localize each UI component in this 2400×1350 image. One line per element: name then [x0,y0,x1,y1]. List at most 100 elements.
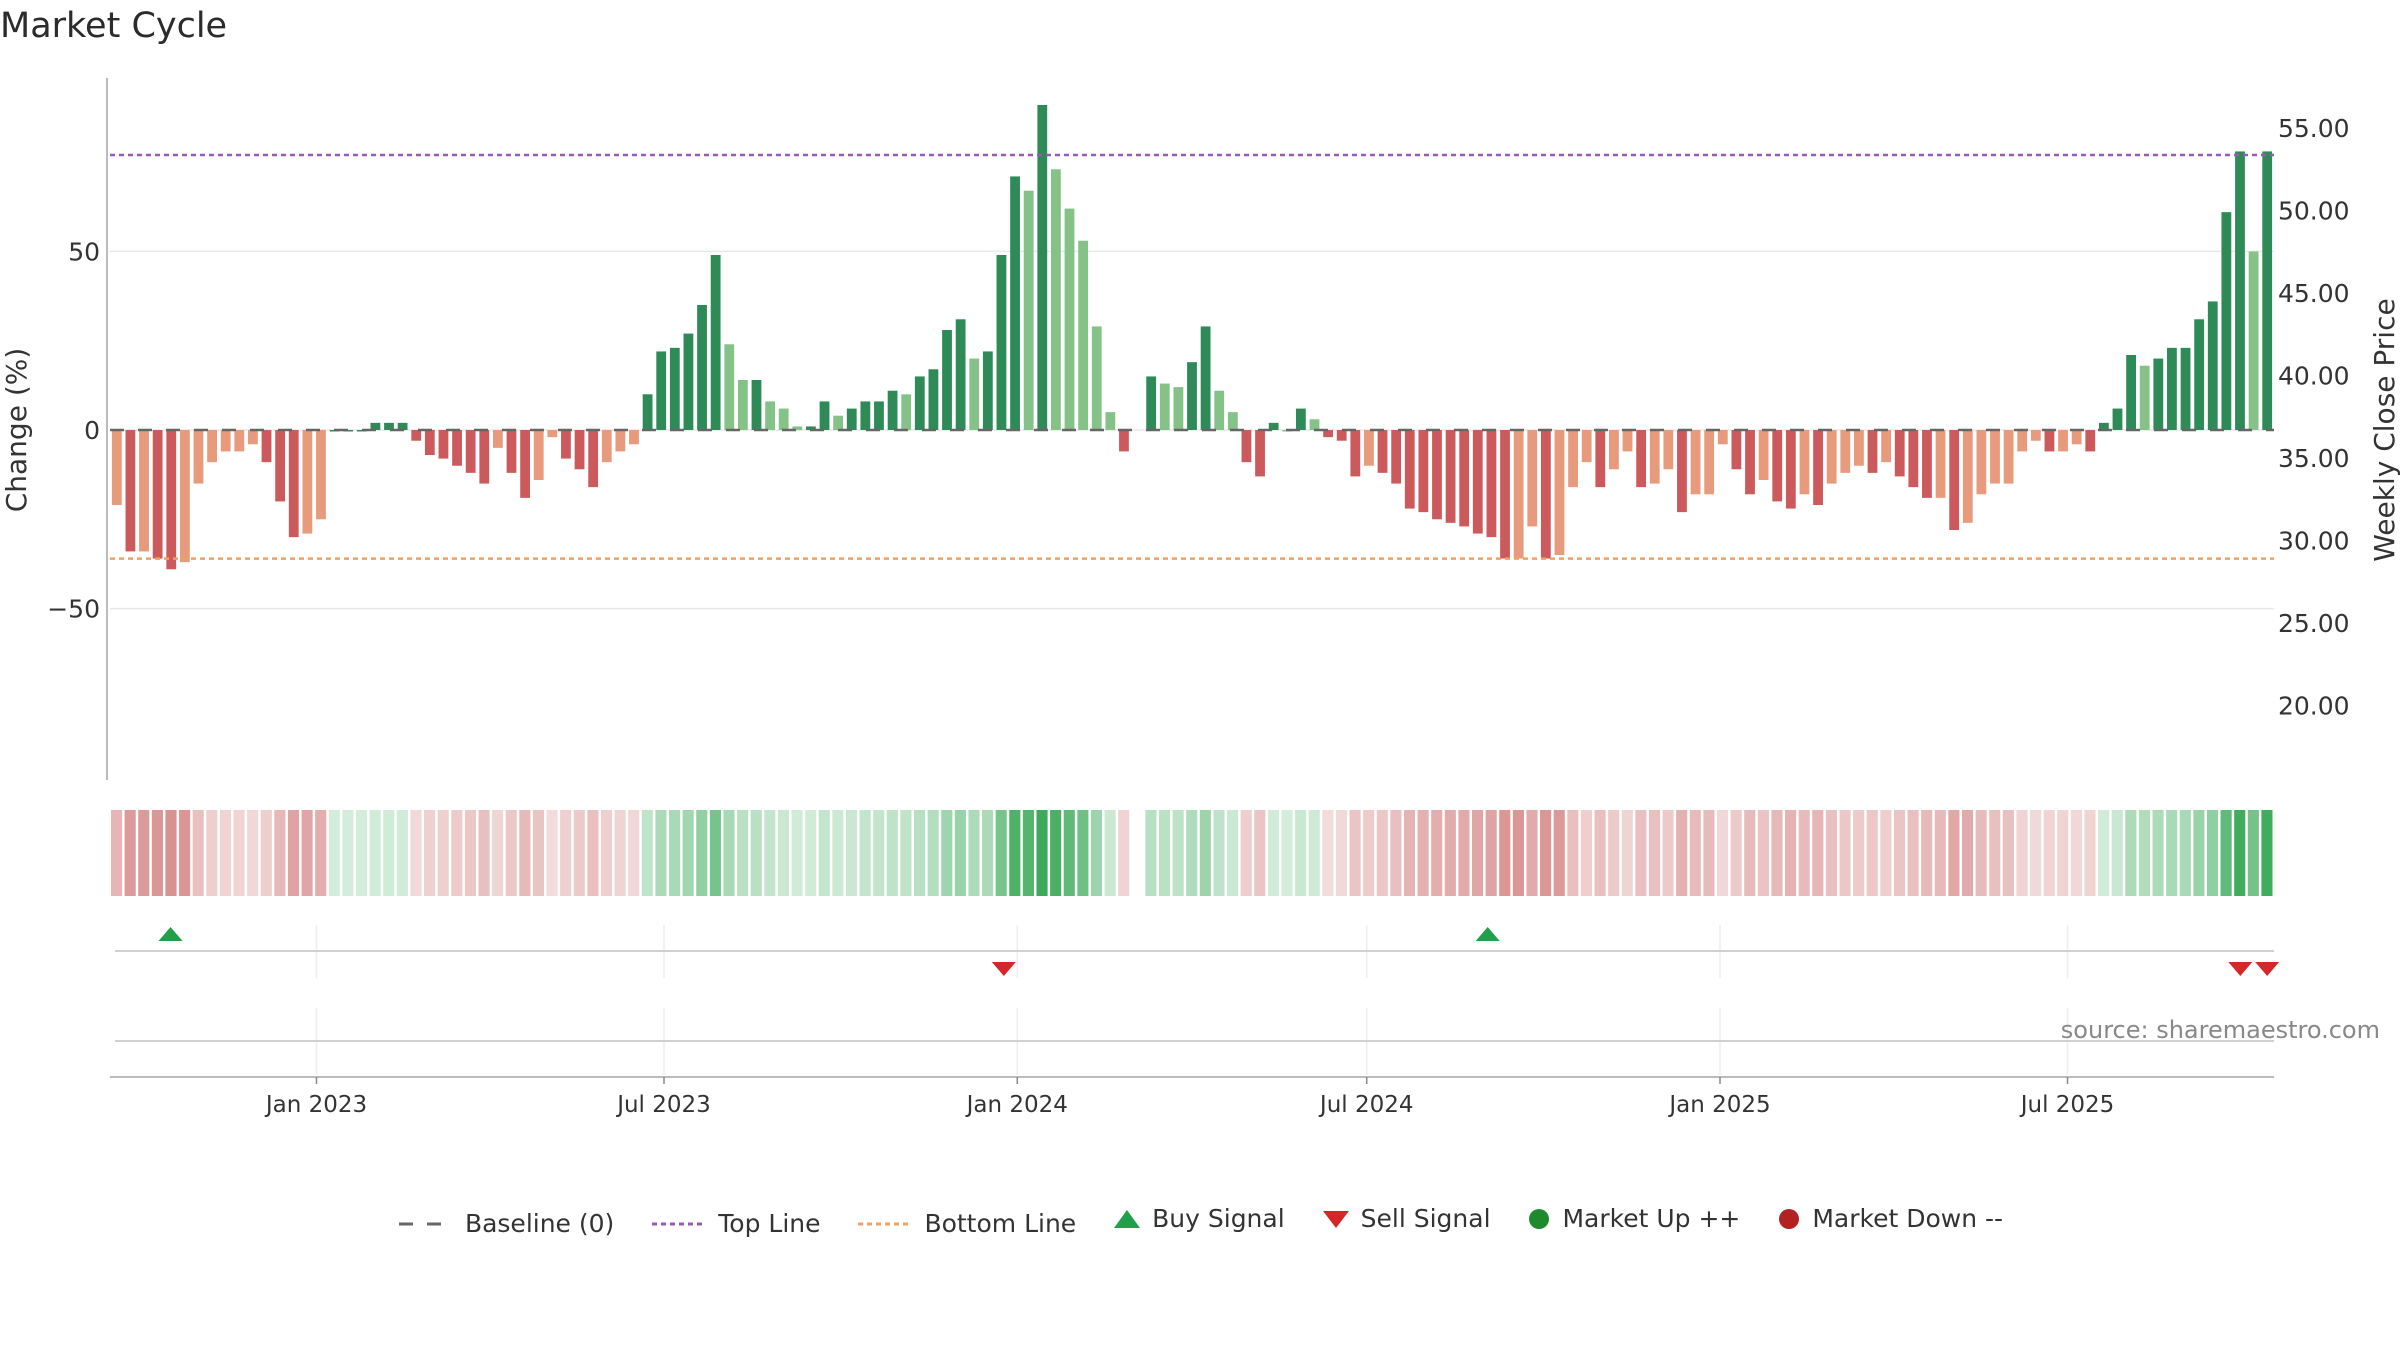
regime-cell [2070,810,2082,896]
x-tick-label: Jul 2025 [2019,1092,2115,1118]
legend-item-sell-signal: Sell Signal [1321,1204,1491,1233]
regime-cell [805,810,817,896]
regime-cell [1499,810,1511,896]
change-bar [1595,430,1606,488]
change-bar [397,422,408,430]
regime-cell [2234,810,2246,896]
regime-cell [451,810,463,896]
regime-cell [424,810,436,896]
x-tick-label: Jul 2024 [1318,1092,1414,1118]
regime-cell [192,810,204,896]
change-bar [2180,347,2191,430]
regime-cell [1608,810,1620,896]
change-bar [547,430,558,438]
regime-cell [2247,810,2259,896]
change-bar [1295,408,1306,430]
regime-cell [1118,810,1130,896]
change-bar [1078,240,1089,430]
regime-cell [995,810,1007,896]
change-bar [2235,151,2245,430]
regime-cell [2179,810,2191,896]
regime-cell [1172,810,1184,896]
change-bar [1336,430,1347,441]
regime-cell [301,810,313,896]
regime-cell [2084,810,2096,896]
change-bar [1513,430,1524,559]
regime-cell [206,810,218,896]
y-tick-label-right: 30.00 [2278,527,2350,556]
legend-label: Sell Signal [1360,1204,1491,1233]
change-bar [1976,430,1987,495]
regime-cell [437,810,449,896]
regime-cell [1893,810,1906,896]
green-circle-icon [1529,1208,1550,1229]
change-bar [2167,347,2177,430]
change-bar [234,430,245,452]
regime-cell [641,810,653,896]
change-bar [2194,319,2205,430]
regime-cell [1975,810,1987,896]
regime-cell [1022,810,1034,896]
regime-cell [2002,810,2014,896]
regime-cell [1921,810,1933,896]
regime-cell [2206,810,2219,896]
regime-cell [1050,810,1062,896]
bars-layer [111,105,2273,570]
regime-cell [587,810,599,896]
regime-cell [682,810,694,896]
regime-cell [614,810,626,896]
change-bar [220,430,231,452]
x-tick-label: Jan 2024 [965,1092,1068,1118]
change-bar [1404,430,1415,509]
baseline-dash-icon [398,1222,453,1225]
regime-cell [832,810,844,896]
regime-cell [1145,810,1157,896]
x-tick-label: Jan 2025 [1667,1092,1770,1118]
regime-cell [1308,810,1320,896]
change-bar [2071,430,2082,445]
change-bar [1949,430,1960,530]
regime-cell [737,810,749,896]
regime-cell [600,810,613,896]
change-bar [1881,430,1892,463]
regime-cell [1621,810,1633,896]
change-bar [642,394,653,430]
change-bar [615,430,626,452]
regime-cell [1594,810,1606,896]
regime-cell [1295,810,1307,896]
regime-cell [1934,810,1946,896]
change-bar [2153,358,2164,430]
change-bar [492,430,503,448]
regime-cell [247,810,259,896]
change-bar [697,305,707,430]
change-bar [506,430,517,473]
change-bar [765,401,775,430]
change-bar [1432,430,1442,520]
change-bar [2262,151,2273,430]
y-tick-label-right: 40.00 [2278,362,2350,391]
legend-item-baseline: Baseline (0) [397,1209,614,1238]
change-bar [356,430,367,432]
change-bar [724,344,735,430]
change-bar [1609,430,1619,470]
regime-cell [1676,810,1688,896]
change-bar [139,430,149,552]
lines-layer [110,153,2274,560]
regime-cell [2030,810,2042,896]
regime-cell [982,810,994,896]
change-bar [1255,430,1265,477]
change-bar [751,380,762,430]
regime-cell [1472,810,1484,896]
change-bar [1731,430,1742,470]
regime-cell [1526,810,1538,896]
regime-cell [1403,810,1416,896]
regime-cell [1458,810,1470,896]
change-bar [179,430,190,563]
y-tick-label-right: 25.00 [2278,609,2350,638]
change-bar [996,255,1007,430]
regime-cell [124,810,136,896]
change-bar [1050,169,1061,431]
change-bar [1010,176,1020,430]
legend-label: Buy Signal [1152,1204,1285,1233]
